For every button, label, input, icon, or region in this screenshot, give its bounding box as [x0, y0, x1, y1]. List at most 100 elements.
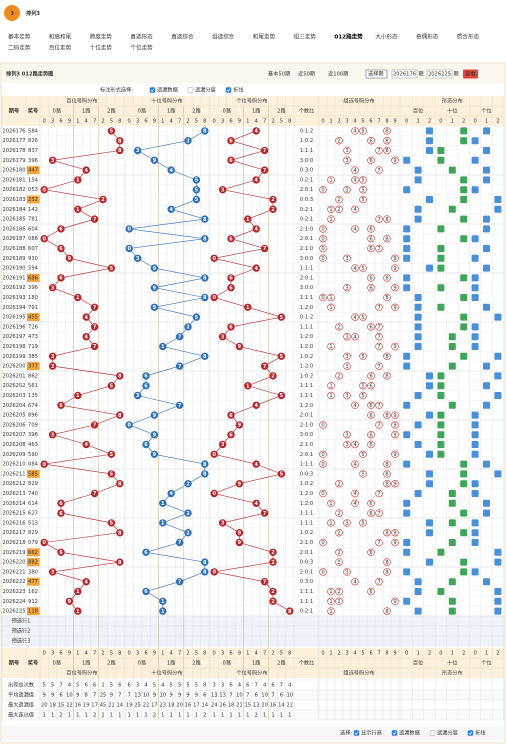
- stats-value: 18: [49, 703, 56, 709]
- ratio: 0:1:2: [300, 128, 313, 134]
- group-mark: [383, 480, 391, 488]
- group-digit-header: 3: [345, 651, 348, 657]
- stats-value: 8: [85, 693, 88, 699]
- group-mark: [359, 264, 367, 272]
- footer-option-box[interactable]: [429, 730, 436, 736]
- road-header: 1路: [167, 659, 176, 667]
- group-mark: [391, 411, 399, 419]
- form-mark: [483, 499, 490, 507]
- draw-number: 135: [28, 393, 38, 399]
- form-mark: [483, 382, 490, 390]
- period-link[interactable]: 近50期: [298, 70, 315, 78]
- nav-item[interactable]: 直选形态: [130, 33, 153, 41]
- group-digit: 0: [321, 452, 324, 458]
- form-mark: [414, 392, 422, 399]
- ratio: 2:1:0: [300, 442, 313, 448]
- nav-item[interactable]: 和值和尾: [49, 33, 72, 41]
- nav-item[interactable]: 012路走势: [334, 33, 363, 41]
- form-mark: [460, 274, 468, 282]
- group-digit: 3: [345, 354, 348, 360]
- draw-number: 590: [28, 452, 38, 458]
- ball: [150, 264, 159, 272]
- view-button[interactable]: [463, 69, 478, 79]
- issue: 2026214: [2, 501, 26, 507]
- number-highlight: [27, 548, 40, 557]
- ball: [260, 362, 269, 370]
- nav-item[interactable]: 大小形态: [375, 33, 398, 41]
- group-digit: 6: [369, 501, 372, 507]
- from-input[interactable]: [391, 69, 418, 79]
- option-box[interactable]: [225, 87, 232, 93]
- group-digit-header: 8: [385, 651, 388, 657]
- nav-item[interactable]: 组三走势: [294, 33, 317, 41]
- ratio: 0:2:1: [300, 217, 313, 223]
- option-label: 遗漏数据: [157, 86, 178, 94]
- nav-item[interactable]: 十位走势: [90, 44, 113, 52]
- stats-value: 14: [116, 703, 123, 709]
- nav-item[interactable]: 个位走势: [130, 44, 153, 52]
- to-input[interactable]: [426, 69, 453, 79]
- stats-value: 6: [271, 683, 274, 689]
- option-box[interactable]: [149, 87, 156, 93]
- draw-number: 594: [28, 266, 39, 272]
- ball-digit: 6: [59, 246, 63, 252]
- group-mark: [343, 186, 351, 194]
- stats-value: 13: [219, 693, 226, 699]
- digit-header: 2: [186, 651, 189, 657]
- ball: [235, 529, 244, 537]
- draw-number: 614: [28, 501, 39, 507]
- nav-item[interactable]: 二码走势: [8, 44, 31, 52]
- stats-value: 19: [83, 703, 90, 709]
- group-mark: [327, 587, 335, 596]
- ball-digit: 8: [203, 560, 207, 566]
- ball-digit: 4: [254, 403, 258, 409]
- ball-digit: 9: [238, 481, 242, 487]
- stats-value: 5: [43, 683, 46, 689]
- ball: [277, 391, 286, 400]
- stats-value: 5: [178, 683, 181, 689]
- nav-item[interactable]: 基本走势: [8, 33, 31, 41]
- road-header: 1路: [252, 107, 261, 115]
- group-mark: [367, 499, 375, 507]
- group-mark: [359, 186, 367, 194]
- period-link[interactable]: 基本50期: [268, 70, 290, 78]
- stats-value: 4: [238, 683, 242, 689]
- ratio: 1:2:0: [300, 491, 313, 497]
- form-mark: [414, 343, 422, 350]
- issue: 2026185: [2, 217, 25, 223]
- nav-item[interactable]: 跨度走势: [90, 33, 113, 41]
- draw-number: 709: [28, 422, 38, 428]
- period-link[interactable]: 近100期: [328, 70, 348, 78]
- form-header: 形态分布: [442, 97, 463, 105]
- form-road-header: 0: [405, 651, 408, 657]
- ratio: 1:0:2: [300, 373, 313, 379]
- footer-option-box[interactable]: [391, 730, 398, 736]
- footer-option-box[interactable]: [467, 730, 474, 736]
- nav-item[interactable]: 百位走势: [49, 44, 72, 52]
- group-mark: [327, 607, 335, 615]
- ball-digit: 3: [51, 285, 55, 291]
- draw-number: 604: [28, 226, 39, 232]
- group-mark: [367, 587, 375, 596]
- footer-option-box[interactable]: [353, 730, 360, 736]
- digit-header: 1: [161, 651, 164, 657]
- stats-value: 4: [161, 683, 165, 689]
- footer-option-label: 遗漏数据: [399, 729, 420, 737]
- period-select[interactable]: [365, 69, 388, 79]
- nav-item[interactable]: 和尾走势: [253, 33, 276, 41]
- group-mark: [383, 558, 391, 566]
- nav-item[interactable]: 直选综合: [171, 33, 194, 41]
- ratio: 2:0:1: [300, 187, 313, 193]
- form-mark: [403, 352, 411, 360]
- nav-item[interactable]: 奇偶形态: [416, 33, 439, 41]
- ratio: 2:0:1: [300, 275, 313, 281]
- nav-item[interactable]: 质合形态: [457, 33, 480, 41]
- digit-header: 6: [229, 651, 232, 657]
- nav-item[interactable]: 组选综合: [212, 33, 235, 41]
- ball-digit: 7: [178, 403, 182, 409]
- option-box[interactable]: [187, 87, 194, 93]
- number-highlight: [27, 577, 40, 586]
- issue: 2026183: [2, 197, 25, 203]
- stats-value: 1: [51, 713, 54, 719]
- digit-header: 9: [238, 651, 241, 657]
